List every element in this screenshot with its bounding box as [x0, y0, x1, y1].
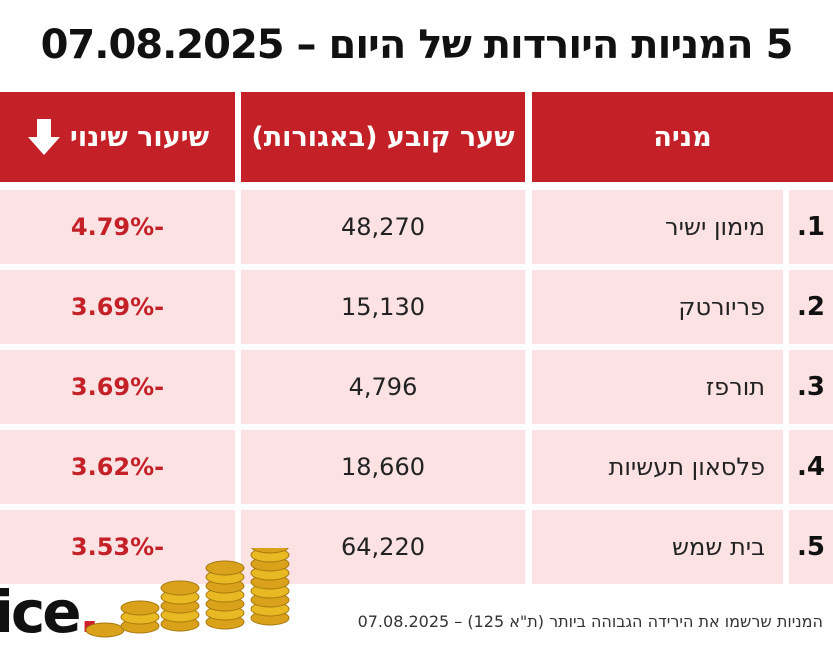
row-price: 18,660: [241, 430, 525, 504]
row-change: -3.69%: [0, 350, 235, 424]
coin: [120, 600, 160, 616]
row-change: -3.53%: [0, 510, 235, 584]
ice-logo: ice.: [0, 578, 101, 646]
header-change: שיעור שינוי: [0, 92, 235, 182]
coins-stack-icon: [85, 548, 290, 638]
coin: [160, 580, 200, 596]
row-rank: 1.: [789, 190, 833, 264]
row-change: -3.62%: [0, 430, 235, 504]
row-stock-name: בית שמש: [532, 510, 783, 584]
row-rank: 5.: [789, 510, 833, 584]
row-rank: 3.: [789, 350, 833, 424]
row-rank: 4.: [789, 430, 833, 504]
arrow-down-icon: [27, 119, 60, 155]
header-price: שער קובע (באגורות): [241, 92, 525, 182]
row-rank: 2.: [789, 270, 833, 344]
coin: [205, 560, 245, 576]
row-price: 4,796: [241, 350, 525, 424]
page-title: 5 המניות היורדות של היום – 07.08.2025: [40, 22, 794, 68]
coin: [251, 548, 289, 554]
row-stock-name: פריורטק: [532, 270, 783, 344]
row-change: -4.79%: [0, 190, 235, 264]
row-price: 15,130: [241, 270, 525, 344]
row-stock-name: תורפז: [532, 350, 783, 424]
header-stock: מניה: [532, 92, 833, 182]
row-stock-name: פלסאון תעשיות: [532, 430, 783, 504]
row-stock-name: מימון ישיר: [532, 190, 783, 264]
coin: [85, 622, 125, 638]
footer-note: המניות שרשמו את הירידה הגבוהה ביותר (ת"א…: [357, 612, 823, 631]
row-price: 48,270: [241, 190, 525, 264]
logo-text: ice: [0, 578, 82, 646]
header-change-label: שיעור שינוי: [69, 121, 210, 153]
row-change: -3.69%: [0, 270, 235, 344]
